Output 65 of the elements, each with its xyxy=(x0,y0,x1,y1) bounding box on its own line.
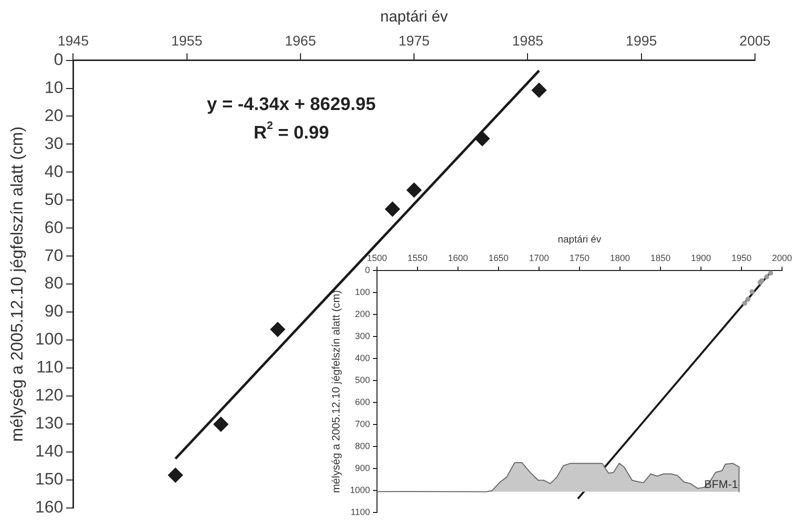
point xyxy=(406,182,422,198)
y-tick-label: 50 xyxy=(44,190,64,209)
y-tick-label: 90 xyxy=(44,302,64,321)
point xyxy=(474,131,490,146)
point xyxy=(384,202,400,217)
y-tick-label: 80 xyxy=(44,274,64,293)
y-tick-label: 100 xyxy=(35,330,64,349)
x-tick-label: 1750 xyxy=(569,252,590,263)
x-tick-label: 1995 xyxy=(626,32,658,49)
y-tick-label: 40 xyxy=(44,162,64,181)
y-tick-label: 800 xyxy=(354,441,370,452)
x-tick-label: 2005 xyxy=(739,32,771,49)
y-tick-label: 110 xyxy=(36,358,64,377)
x-tick-label: 1985 xyxy=(512,32,544,49)
x-tick-label: 1975 xyxy=(398,32,430,49)
x-tick-label: 1850 xyxy=(650,252,671,263)
y-axis-title: mélység a 2005.12.10 jégfelszín alatt (cm) xyxy=(8,126,27,442)
y-tick-label: 140 xyxy=(35,442,64,461)
point xyxy=(750,289,755,294)
y-tick-label: 10 xyxy=(44,78,64,97)
point xyxy=(742,300,748,306)
series-label: BFM-1 xyxy=(704,479,738,492)
y-tick-label: 160 xyxy=(35,498,64,517)
y-tick-label: 400 xyxy=(354,353,370,364)
point xyxy=(532,82,547,98)
y-tick-label: 120 xyxy=(35,386,64,405)
y-tick-label: 600 xyxy=(354,397,370,408)
x-tick-label: 1945 xyxy=(58,32,89,49)
point xyxy=(768,270,774,276)
y-tick-label: 100 xyxy=(354,287,370,298)
y-tick-label: 1100 xyxy=(350,507,370,518)
point xyxy=(270,322,286,337)
point xyxy=(213,416,228,432)
x-tick-label: 1900 xyxy=(690,252,712,263)
x-tick-label: 1550 xyxy=(407,252,428,263)
x-axis-title: naptári év xyxy=(380,8,448,26)
y-tick-label: 500 xyxy=(354,375,370,386)
y-tick-label: 20 xyxy=(44,106,64,125)
y-tick-label: 60 xyxy=(44,218,64,237)
x-tick-label: 1800 xyxy=(610,252,630,263)
y-axis-title: mélység a 2005.12.10 jégfelszín alatt (cm) xyxy=(330,290,342,494)
point xyxy=(764,274,770,280)
y-tick-label: 30 xyxy=(44,134,64,153)
x-tick-label: 1600 xyxy=(448,252,468,263)
y-tick-label: 1000 xyxy=(350,485,370,496)
y-tick-label: 150 xyxy=(35,470,64,489)
annotation: y = -4.34x + 8629.95 xyxy=(206,94,376,114)
x-tick-label: 1965 xyxy=(284,32,316,49)
y-tick-label: 70 xyxy=(44,246,64,265)
y-tick-label: 0 xyxy=(364,265,370,276)
y-tick-label: 900 xyxy=(354,463,370,474)
x-axis-title: naptári év xyxy=(558,234,602,246)
x-tick-label: 1950 xyxy=(731,252,752,263)
x-tick-label: 1500 xyxy=(366,252,387,263)
y-tick-label: 300 xyxy=(354,331,370,342)
point xyxy=(745,296,750,302)
y-tick-label: 130 xyxy=(35,414,64,433)
x-tick-label: 1700 xyxy=(528,252,549,263)
y-tick-label: 200 xyxy=(354,309,370,320)
y-tick-label: 700 xyxy=(354,419,370,430)
x-tick-label: 1650 xyxy=(488,252,508,263)
point xyxy=(168,468,183,483)
y-tick-label: 0 xyxy=(54,50,64,69)
x-tick-label: 1955 xyxy=(171,32,203,49)
x-tick-label: 2000 xyxy=(772,252,792,263)
